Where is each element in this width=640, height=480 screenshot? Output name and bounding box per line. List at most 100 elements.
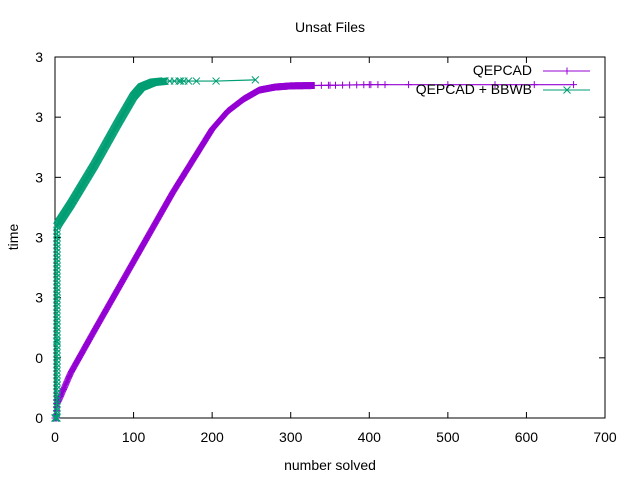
series-point bbox=[339, 81, 347, 89]
series-point bbox=[53, 414, 61, 422]
x-axis-ticks: 0 100 200 300 400 500 600 700 bbox=[51, 57, 617, 445]
series-point bbox=[346, 81, 354, 89]
y-tick-label: 0 bbox=[35, 350, 43, 366]
x-tick-label: 100 bbox=[122, 429, 146, 445]
series-point bbox=[53, 309, 61, 318]
series-point bbox=[53, 406, 61, 415]
series-line bbox=[55, 79, 256, 419]
series-point bbox=[53, 262, 61, 271]
y-axis-label: time bbox=[5, 224, 21, 251]
y-tick-label: 3 bbox=[35, 49, 43, 65]
x-tick-label: 600 bbox=[515, 429, 539, 445]
series-qepcad-bbwb bbox=[51, 76, 260, 422]
series-point bbox=[53, 287, 61, 296]
x-tick-label: 400 bbox=[358, 429, 382, 445]
x-tick-label: 500 bbox=[436, 429, 460, 445]
series-point bbox=[332, 81, 339, 89]
legend-marker-qepcad-bbwb bbox=[563, 86, 571, 94]
series-point bbox=[192, 77, 201, 85]
series-point bbox=[324, 81, 332, 89]
series-point bbox=[317, 81, 325, 89]
series-qepcad bbox=[51, 81, 578, 422]
x-tick-label: 0 bbox=[51, 429, 59, 445]
series-point bbox=[53, 341, 61, 350]
y-tick-label: 3 bbox=[35, 290, 43, 306]
series-point bbox=[53, 356, 61, 365]
series-point bbox=[53, 392, 61, 401]
series-point bbox=[53, 284, 61, 292]
series-point bbox=[212, 77, 220, 85]
series-point bbox=[381, 81, 389, 89]
chart-title: Unsat Files bbox=[295, 19, 365, 35]
y-tick-label: 3 bbox=[35, 230, 43, 246]
series-point bbox=[53, 349, 61, 357]
series-point bbox=[53, 266, 61, 274]
series-point bbox=[53, 305, 61, 314]
legend-marker-point bbox=[563, 86, 571, 94]
series-point bbox=[53, 276, 61, 285]
series-point bbox=[53, 298, 61, 307]
series-point bbox=[53, 367, 61, 375]
series-point bbox=[53, 258, 61, 267]
series-point bbox=[53, 381, 61, 390]
x-tick-label: 300 bbox=[279, 429, 303, 445]
legend-marker-qepcad bbox=[563, 67, 571, 75]
series-point bbox=[53, 374, 61, 383]
series-point bbox=[53, 359, 61, 368]
series-point bbox=[53, 313, 61, 321]
series-point bbox=[53, 320, 61, 328]
series-point bbox=[251, 76, 260, 84]
series-point bbox=[53, 295, 61, 303]
series-point bbox=[53, 222, 61, 231]
series-point bbox=[405, 81, 413, 89]
series-point bbox=[53, 403, 61, 412]
series-point bbox=[491, 81, 499, 89]
series-point bbox=[53, 331, 61, 339]
series-point bbox=[53, 251, 61, 260]
series-point bbox=[53, 237, 61, 245]
series-point bbox=[53, 385, 61, 393]
series-point bbox=[444, 81, 452, 89]
series-layer bbox=[51, 76, 578, 422]
series-point bbox=[53, 240, 61, 249]
legend-label-qepcad-bbwb: QEPCAD + BBWB bbox=[416, 81, 532, 97]
y-tick-label: 3 bbox=[35, 109, 43, 125]
series-point bbox=[53, 410, 61, 419]
series-line bbox=[55, 84, 574, 419]
y-tick-label: 3 bbox=[35, 169, 43, 185]
x-tick-label: 700 bbox=[593, 429, 617, 445]
series-point bbox=[53, 255, 61, 264]
x-tick-label: 200 bbox=[200, 429, 224, 445]
series-point bbox=[53, 352, 61, 361]
series-point bbox=[310, 82, 318, 90]
series-point bbox=[53, 273, 61, 282]
series-point bbox=[184, 77, 193, 85]
series-point bbox=[53, 280, 61, 289]
y-tick-label: 0 bbox=[35, 410, 43, 426]
series-point bbox=[176, 77, 185, 85]
series-point bbox=[53, 323, 61, 332]
series-point bbox=[53, 378, 61, 386]
series-point bbox=[53, 244, 61, 253]
series-point bbox=[53, 291, 61, 300]
series-point bbox=[53, 399, 61, 408]
series-point bbox=[353, 81, 361, 89]
series-point bbox=[374, 81, 382, 89]
series-point bbox=[53, 327, 61, 336]
series-point bbox=[367, 81, 375, 89]
series-point bbox=[53, 396, 61, 404]
series-point bbox=[53, 226, 61, 235]
series-point bbox=[53, 248, 61, 256]
series-point bbox=[53, 269, 61, 278]
series-point bbox=[53, 345, 61, 354]
series-point bbox=[53, 334, 61, 343]
series-point bbox=[53, 233, 61, 242]
legend-marker-point bbox=[563, 67, 571, 75]
series-point bbox=[53, 338, 61, 347]
series-point bbox=[53, 370, 61, 379]
series-point bbox=[360, 81, 368, 89]
series-point bbox=[53, 302, 61, 310]
plot-frame bbox=[54, 56, 606, 419]
series-point bbox=[53, 388, 61, 397]
